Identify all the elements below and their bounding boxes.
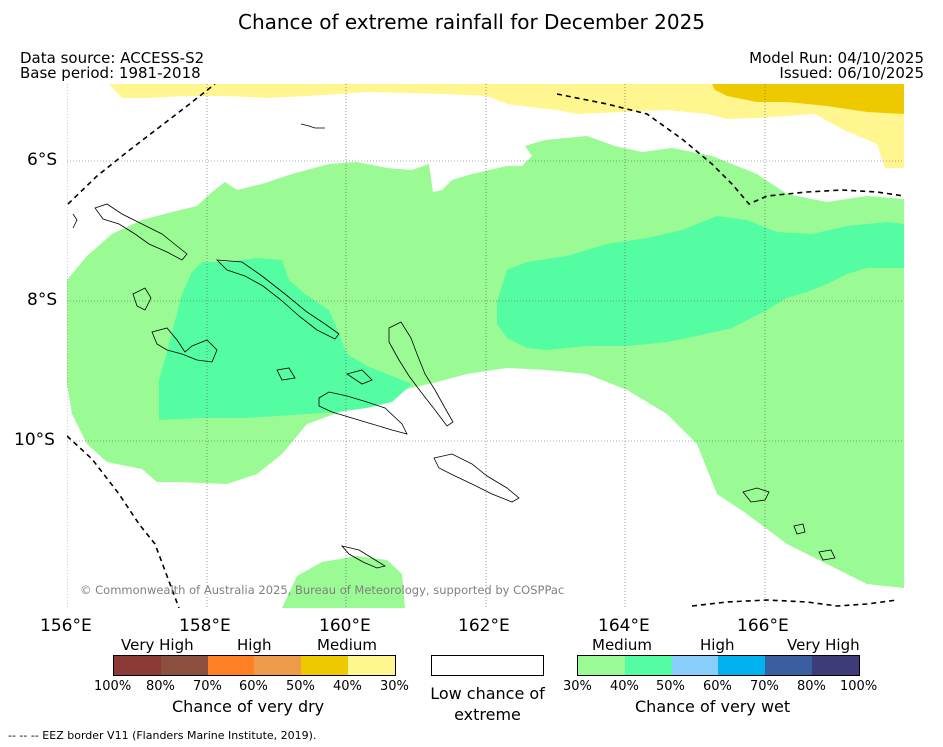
- lon-label-156e: 156°E: [40, 616, 92, 636]
- lon-label-160e: 160°E: [319, 616, 371, 636]
- wet-tick-50: 50%: [656, 679, 685, 694]
- wet-category-high: High: [700, 636, 735, 654]
- wet-tick-30: 30%: [563, 679, 592, 694]
- wet-tick-40: 40%: [610, 679, 639, 694]
- dry-tick-50: 50%: [286, 679, 315, 694]
- island-malaita: [388, 321, 454, 427]
- wet-category-medium: Medium: [592, 636, 652, 654]
- wet-swatch-60-70: [718, 656, 766, 675]
- wet-tick-60: 60%: [703, 679, 732, 694]
- lat-label-10s: 10°S: [14, 430, 55, 450]
- dry-tick-70: 70%: [193, 679, 222, 694]
- copyright-notice: © Commonwealth of Australia 2025, Bureau…: [80, 583, 565, 597]
- dry-medium-region: [109, 84, 904, 168]
- wet-tick-70: 70%: [750, 679, 779, 694]
- dry-tick-30: 30%: [380, 679, 409, 694]
- lon-label-166e: 166°E: [737, 616, 789, 636]
- wet-category-very-high: Very High: [787, 636, 860, 654]
- lon-label-162e: 162°E: [458, 616, 510, 636]
- issued-date: Issued: 06/10/2025: [779, 64, 924, 82]
- dry-swatch-70-60: [207, 656, 255, 675]
- island-florida: [346, 369, 373, 385]
- dry-tick-40: 40%: [333, 679, 362, 694]
- dry-tick-80: 80%: [146, 679, 175, 694]
- island-choiseul-area: [94, 203, 188, 261]
- dry-swatch-100-80: [114, 656, 161, 675]
- lat-label-6s: 6°S: [27, 150, 58, 170]
- dry-category-high: High: [237, 636, 272, 654]
- dry-category-medium: Medium: [317, 636, 377, 654]
- dry-caption: Chance of very dry: [172, 697, 325, 716]
- eez-border-se: [691, 599, 898, 607]
- model-run: Model Run: 04/10/2025: [749, 49, 924, 67]
- island-makira: [433, 453, 520, 503]
- island-vella-lavella: [151, 327, 218, 363]
- island-savo: [276, 367, 296, 381]
- wet-swatch-70-80: [765, 656, 813, 675]
- dry-swatch-50-40: [301, 656, 349, 675]
- eez-footnote: -- -- -- EEZ border V11 (Flanders Marine…: [8, 729, 317, 742]
- lon-label-164e: 164°E: [598, 616, 650, 636]
- island-rennell-west: [72, 213, 78, 229]
- eez-border-ne: [556, 93, 904, 205]
- island-santa-cruz: [742, 487, 770, 503]
- wet-colorbar: [577, 655, 860, 676]
- wet-high-region-east: [497, 216, 904, 350]
- island-vanikoro: [793, 523, 806, 535]
- data-source: Data source: ACCESS-S2: [20, 49, 205, 67]
- dry-swatch-60-50: [254, 656, 302, 675]
- rainfall-map: [67, 84, 904, 608]
- wet-caption: Chance of very wet: [635, 697, 791, 716]
- wet-swatch-50-60: [671, 656, 719, 675]
- island-new-georgia: [132, 287, 152, 311]
- low-chance-caption: Low chance of extreme: [430, 684, 545, 724]
- dry-swatch-80-70: [160, 656, 208, 675]
- dry-swatch-40-30: [348, 656, 395, 675]
- dry-high-region: [712, 84, 904, 114]
- dry-tick-60: 60%: [239, 679, 268, 694]
- wet-tick-100: 100%: [840, 679, 878, 694]
- lon-label-158e: 158°E: [179, 616, 231, 636]
- island-utupua: [818, 549, 836, 561]
- dry-tick-100: 100%: [94, 679, 132, 694]
- wet-swatch-40-50: [624, 656, 672, 675]
- chart-title: Chance of extreme rainfall for December …: [237, 10, 706, 34]
- island-guadalcanal: [318, 391, 408, 435]
- wet-medium-region-small: [282, 556, 405, 608]
- dry-colorbar: [113, 655, 396, 676]
- wet-swatch-80-100: [812, 656, 859, 675]
- lat-label-8s: 8°S: [27, 290, 58, 310]
- island-santa-isabel: [215, 259, 340, 340]
- wet-tick-80: 80%: [797, 679, 826, 694]
- eez-border-sw: [67, 435, 180, 608]
- island-ontong-java: [300, 123, 325, 129]
- base-period: Base period: 1981-2018: [20, 64, 201, 82]
- wet-high-region-west: [159, 258, 412, 420]
- low-chance-swatch: [431, 655, 544, 676]
- wet-swatch-30-40: [578, 656, 625, 675]
- dry-category-very-high: Very High: [121, 636, 194, 654]
- island-rennell: [340, 545, 387, 569]
